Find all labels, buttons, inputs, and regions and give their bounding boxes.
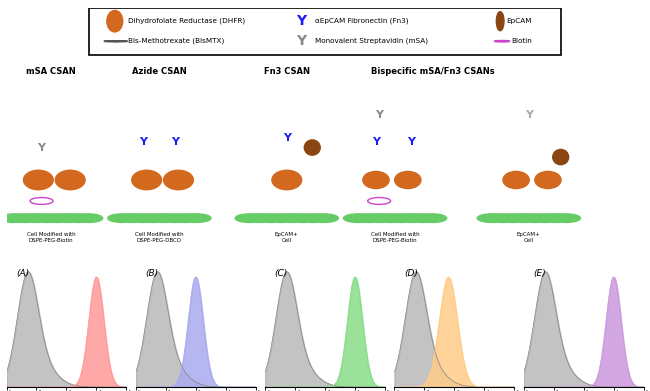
Circle shape: [396, 214, 425, 222]
Ellipse shape: [107, 11, 123, 32]
Circle shape: [343, 214, 372, 222]
Text: Azide CSAN: Azide CSAN: [132, 67, 187, 76]
Circle shape: [477, 214, 506, 222]
Text: Bis-Methotrexate (BisMTX): Bis-Methotrexate (BisMTX): [127, 38, 224, 45]
Circle shape: [64, 214, 92, 222]
Circle shape: [309, 214, 339, 222]
Circle shape: [150, 214, 179, 222]
Circle shape: [42, 214, 71, 222]
Text: Y: Y: [172, 137, 179, 147]
Ellipse shape: [164, 170, 194, 190]
Text: EpCAM+
Cell: EpCAM+ Cell: [275, 232, 298, 243]
Circle shape: [140, 214, 168, 222]
Text: Bispecific mSA/Fn3 CSANs: Bispecific mSA/Fn3 CSANs: [372, 67, 495, 76]
Ellipse shape: [55, 170, 85, 190]
Text: (A): (A): [16, 269, 29, 278]
Text: (E): (E): [534, 269, 546, 278]
Circle shape: [246, 214, 274, 222]
Circle shape: [499, 214, 527, 222]
Circle shape: [0, 214, 28, 222]
Circle shape: [376, 214, 404, 222]
Text: Dihydrofolate Reductase (DHFR): Dihydrofolate Reductase (DHFR): [127, 18, 244, 24]
Circle shape: [21, 214, 49, 222]
Circle shape: [520, 214, 549, 222]
Circle shape: [172, 214, 200, 222]
Ellipse shape: [272, 170, 302, 190]
Text: Cell Modified with
DSPE-PEG-DBCO: Cell Modified with DSPE-PEG-DBCO: [135, 232, 184, 243]
Text: Cell Modified with
DSPE-PEG-Biotin: Cell Modified with DSPE-PEG-Biotin: [370, 232, 419, 243]
Text: αEpCAM Fibronectin (Fn3): αEpCAM Fibronectin (Fn3): [315, 18, 409, 24]
Ellipse shape: [497, 12, 504, 31]
Ellipse shape: [552, 149, 569, 165]
Circle shape: [267, 214, 296, 222]
Circle shape: [235, 214, 264, 222]
Circle shape: [289, 214, 317, 222]
Circle shape: [53, 214, 81, 222]
Circle shape: [74, 214, 103, 222]
Circle shape: [10, 214, 39, 222]
Circle shape: [365, 214, 393, 222]
Ellipse shape: [395, 171, 421, 188]
Circle shape: [118, 214, 147, 222]
Circle shape: [418, 214, 447, 222]
FancyBboxPatch shape: [89, 8, 561, 55]
Text: Y: Y: [140, 137, 148, 147]
Circle shape: [530, 214, 559, 222]
Circle shape: [408, 214, 436, 222]
Text: Monovalent Streptavidin (mSA): Monovalent Streptavidin (mSA): [315, 38, 428, 45]
Circle shape: [488, 214, 517, 222]
Circle shape: [129, 214, 158, 222]
Circle shape: [182, 214, 211, 222]
Ellipse shape: [23, 170, 53, 190]
Text: Y: Y: [38, 143, 46, 152]
Circle shape: [31, 214, 60, 222]
Circle shape: [299, 214, 328, 222]
Text: Y: Y: [525, 110, 533, 120]
Circle shape: [386, 214, 415, 222]
Ellipse shape: [535, 171, 561, 188]
Text: Cell Modified with
DSPE-PEG-Biotin: Cell Modified with DSPE-PEG-Biotin: [27, 232, 75, 243]
Circle shape: [278, 214, 306, 222]
Circle shape: [354, 214, 383, 222]
Ellipse shape: [363, 171, 389, 188]
Circle shape: [552, 214, 580, 222]
Text: (D): (D): [404, 269, 418, 278]
Text: Y: Y: [296, 14, 306, 28]
Circle shape: [161, 214, 190, 222]
Text: Biotin: Biotin: [512, 38, 532, 44]
Text: Y: Y: [375, 110, 383, 120]
Circle shape: [509, 214, 538, 222]
Text: Y: Y: [407, 137, 415, 147]
Ellipse shape: [503, 171, 529, 188]
Text: (B): (B): [146, 269, 159, 278]
Circle shape: [108, 214, 136, 222]
Text: Y: Y: [372, 137, 380, 147]
Circle shape: [257, 214, 285, 222]
Text: Y: Y: [296, 34, 306, 48]
Circle shape: [541, 214, 570, 222]
Ellipse shape: [304, 140, 320, 155]
Text: EpCAM+
Cell: EpCAM+ Cell: [517, 232, 541, 243]
Text: (C): (C): [275, 269, 288, 278]
Ellipse shape: [132, 170, 162, 190]
Text: mSA CSAN: mSA CSAN: [26, 67, 76, 76]
Text: EpCAM: EpCAM: [506, 18, 532, 24]
Text: Fn3 CSAN: Fn3 CSAN: [264, 67, 310, 76]
Text: Y: Y: [283, 133, 291, 143]
